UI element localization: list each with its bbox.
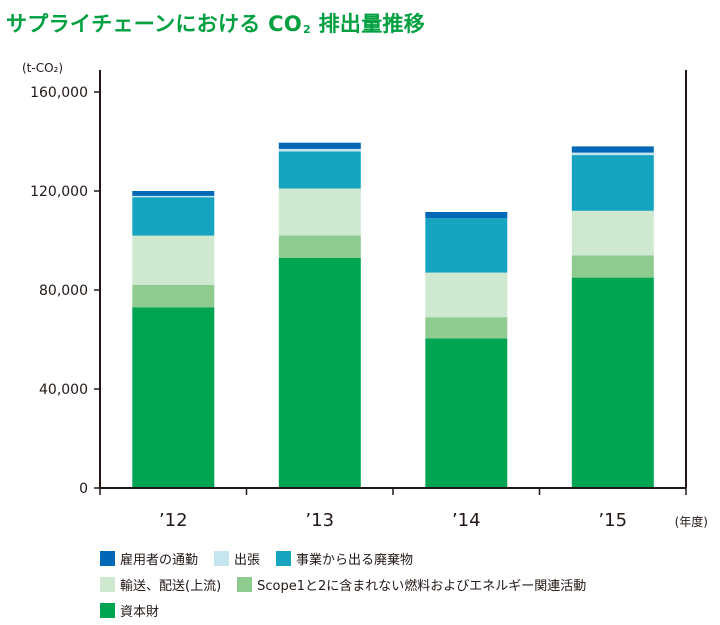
bar-segment-3-4 xyxy=(571,152,654,156)
legend-label: 事業から出る廃棄物 xyxy=(296,552,414,568)
bar-segment-1-2 xyxy=(278,188,361,236)
y-unit-label: (t-CO₂) xyxy=(22,61,63,75)
legend-swatch xyxy=(214,550,230,566)
bar-segment-2-0 xyxy=(425,338,508,488)
bar-segment-3-3 xyxy=(571,155,654,211)
legend-row: 輸送、配送(上流) Scope1と2に含まれない燃料およびエネルギー関連活動 xyxy=(100,571,715,597)
legend-swatch xyxy=(276,550,292,566)
x-tick-label-2: ’14 xyxy=(452,510,481,531)
y-tick-label-4: 160,000 xyxy=(30,85,88,101)
bar-segment-2-1 xyxy=(425,317,508,339)
chart-title: サプライチェーンにおける CO2 排出量推移 xyxy=(6,8,425,38)
x-unit-label: (年度) xyxy=(675,514,708,529)
y-tick-label-1: 40,000 xyxy=(39,382,88,398)
y-tick-label-3: 120,000 xyxy=(30,184,88,200)
bar-segment-0-1 xyxy=(132,285,215,308)
bar-segment-0-2 xyxy=(132,235,215,285)
bar-segment-0-0 xyxy=(132,307,215,488)
bar-segment-0-4 xyxy=(132,195,215,198)
chart-title-subscript: 2 xyxy=(303,23,311,36)
legend-item: 輸送、配送(上流) xyxy=(100,575,221,594)
legend-label: Scope1と2に含まれない燃料およびエネルギー関連活動 xyxy=(257,578,587,594)
bar-segment-0-3 xyxy=(132,197,215,236)
legend-label: 雇用者の通勤 xyxy=(120,552,199,568)
chart-legend: 雇用者の通勤 出張 事業から出る廃棄物輸送、配送(上流) Scope1と2に含まれない… xyxy=(100,545,715,623)
bars-layer xyxy=(132,142,654,488)
bar-segment-1-5 xyxy=(278,142,361,149)
bar-segment-1-1 xyxy=(278,235,361,258)
legend-label: 出張 xyxy=(234,552,261,568)
legend-swatch xyxy=(100,576,115,592)
bar-segment-3-2 xyxy=(571,210,654,256)
bar-segment-3-0 xyxy=(571,277,654,488)
stacked-bar-chart: 0 40,000 80,000 120,000 160,000 (t-CO₂) ’12 ’13… xyxy=(22,61,708,531)
y-tick-label-0: 0 xyxy=(79,481,88,497)
legend-swatch xyxy=(237,576,253,592)
legend-row: 雇用者の通勤 出張 事業から出る廃棄物 xyxy=(100,545,715,571)
x-tick-label-3: ’15 xyxy=(598,510,627,531)
legend-label: 資本財 xyxy=(120,604,160,620)
chart-title-main: サプライチェーンにおける CO xyxy=(6,12,303,36)
bar-segment-1-0 xyxy=(278,257,361,488)
bar-segment-0-5 xyxy=(132,191,215,196)
chart-title-tail: 排出量推移 xyxy=(311,12,426,36)
bar-segment-3-5 xyxy=(571,146,654,153)
bar-segment-2-2 xyxy=(425,272,508,318)
y-tick-label-2: 80,000 xyxy=(39,283,88,299)
x-tick-label-0: ’12 xyxy=(159,510,188,531)
x-tick-label-1: ’13 xyxy=(305,510,334,531)
legend-label: 輸送、配送(上流) xyxy=(120,578,222,594)
legend-item: Scope1と2に含まれない燃料およびエネルギー関連活動 xyxy=(237,575,586,594)
legend-item: 資本財 xyxy=(100,601,159,620)
legend-item: 出張 xyxy=(214,549,260,568)
legend-row: 資本財 xyxy=(100,597,715,623)
bar-segment-2-3 xyxy=(425,218,508,273)
bar-segment-1-4 xyxy=(278,148,361,152)
legend-item: 事業から出る廃棄物 xyxy=(276,549,413,568)
legend-swatch xyxy=(100,550,115,566)
legend-swatch xyxy=(100,602,115,618)
legend-item: 雇用者の通勤 xyxy=(100,549,198,568)
axes-layer: 0 40,000 80,000 120,000 160,000 (t-CO₂) ’12 ’13… xyxy=(22,61,708,531)
bar-segment-3-1 xyxy=(571,255,654,278)
bar-segment-2-5 xyxy=(425,212,508,219)
bar-segment-1-3 xyxy=(278,151,361,189)
